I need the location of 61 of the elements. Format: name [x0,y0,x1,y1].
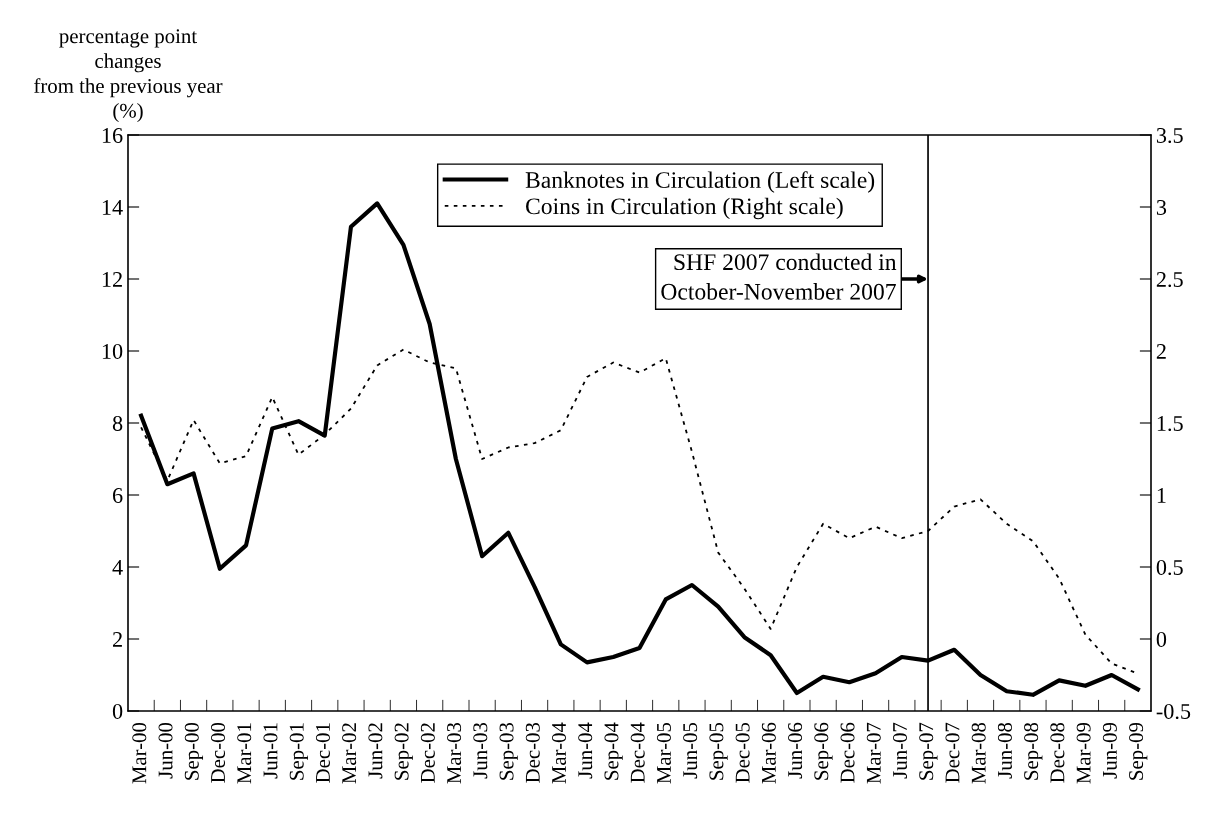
x-tick-label: Mar-03 [447,722,462,784]
x-tick-label: Mar-00 [132,722,147,784]
y2-tick-label: 3 [1156,199,1167,215]
y-axis-title: percentage point changes from the previous year (%) [34,29,223,122]
x-tick-label: Jun-04 [578,722,593,779]
x-tick-label: Jun-00 [158,722,173,779]
x-tick-label: Sep-00 [184,722,204,780]
x-tick-label: Jun-08 [997,722,1012,779]
x-tick-label: Mar-08 [971,722,986,784]
y-tick-label: 10 [102,343,123,359]
x-tick-label: Jun-05 [683,722,698,779]
annotation: SHF 2007 conducted in October-November 2007 [661,253,897,300]
y-tick-label: 16 [102,127,123,143]
y2-tick-label: 1.5 [1157,416,1183,432]
y-tick-label: 0 [112,703,123,719]
x-tick-label: Mar-01 [237,723,252,784]
x-tick-label: Dec-06 [840,722,855,783]
x-tick-label: Jun-07 [892,722,908,779]
x-tick-label: Mar-07 [866,722,881,784]
y-tick-label: 8 [112,415,123,431]
y-tick-label: 6 [112,487,123,503]
x-tick-label: Sep-07 [919,722,938,780]
x-tick-label: Dec-00 [210,722,226,783]
x-tick-label: Jun-09 [1102,722,1117,779]
x-tick-label: Jun-02 [368,723,383,779]
x-tick-label: Jun-01 [263,723,278,779]
y2-tick-label: 3.5 [1156,127,1183,144]
y2-tick-label: 1 [1157,488,1166,503]
x-tick-label: Sep-08 [1024,722,1043,780]
x-tick-label: Sep-05 [709,722,728,780]
x-tick-label: Jun-06 [788,722,803,779]
x-tick-label: Sep-02 [394,723,413,780]
x-tick-label: Dec-07 [945,722,960,783]
y-tick-label: 12 [102,271,122,287]
y2-tick-label: -0.5 [1156,703,1191,720]
x-tick-label: Sep-09 [1129,722,1148,780]
x-tick-label: Dec-08 [1050,722,1065,783]
y2-tick-label: 0 [1156,631,1167,647]
y2-tick-label: 0.5 [1156,559,1183,576]
legend-label: Coins in Circulation (Right scale) [526,197,843,220]
y2-tick-label: 2 [1156,343,1166,359]
y-tick-label: 4 [112,560,123,575]
x-tick-label: Jun-03 [473,722,488,779]
x-tick-label: Mar-04 [551,722,567,784]
x-tick-label: Dec-05 [735,722,750,783]
x-tick-label: Sep-01 [289,723,308,780]
x-tick-label: Mar-09 [1076,722,1091,784]
x-tick-label: Dec-02 [420,723,435,783]
x-tick-label: Sep-06 [814,722,833,780]
y-tick-label: 2 [113,631,122,647]
x-tick-label: Mar-06 [761,722,776,784]
x-tick-label: Dec-04 [630,722,645,783]
legend-label: Banknotes in Circulation (Left scale) [525,171,875,193]
x-tick-label: Mar-02 [342,723,357,784]
x-tick-label: Mar-05 [656,722,671,784]
y2-tick-label: 2.5 [1156,271,1183,288]
x-tick-label: Dec-03 [525,722,540,783]
y-tick-label: 14 [102,200,123,215]
x-tick-label: Sep-03 [499,722,518,780]
x-tick-label: Dec-01 [315,723,330,783]
x-tick-label: Sep-04 [604,722,623,780]
